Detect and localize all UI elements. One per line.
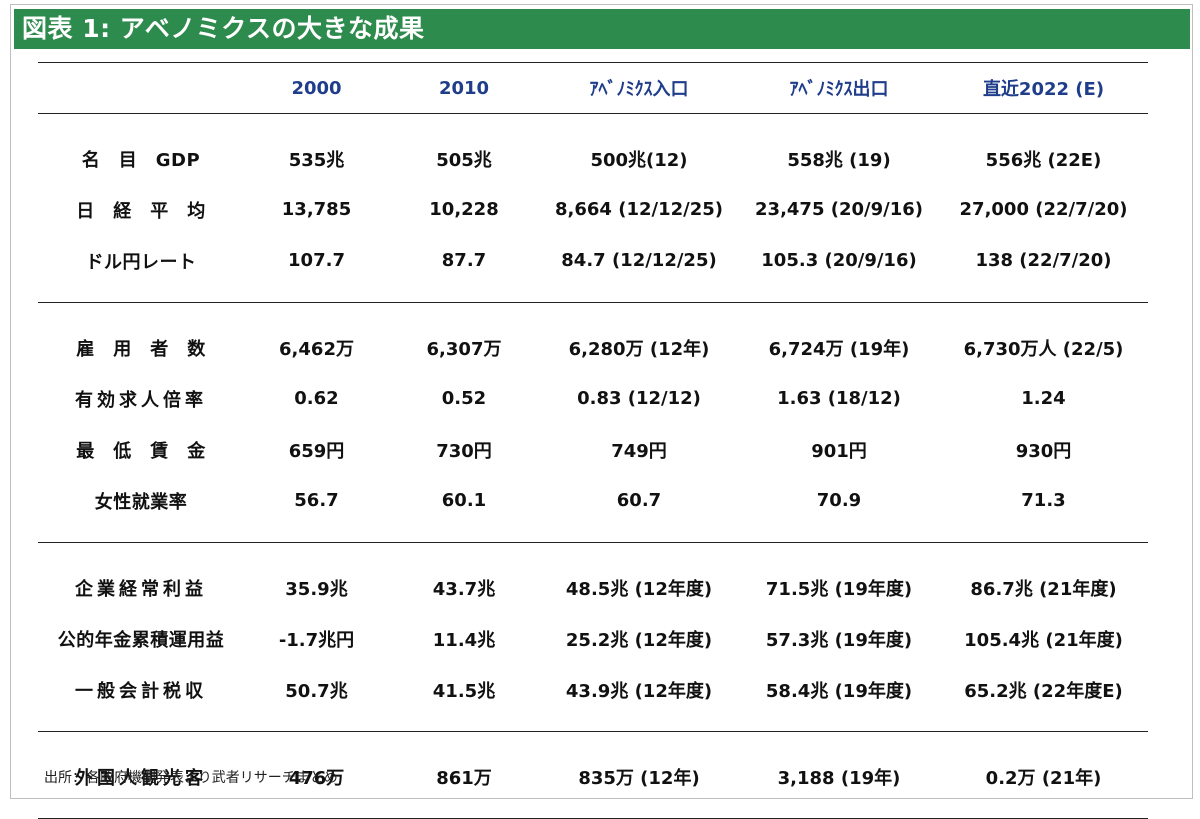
data-table: 2000 2010 ｱﾍﾞﾉﾐｸｽ入口 ｱﾍﾞﾉﾐｸｽ出口 直近2022 (E)… <box>38 62 1148 819</box>
table-cell: 13,785 <box>281 199 352 220</box>
header-cell-abenomics-exit: ｱﾍﾞﾉﾐｸｽ出口 <box>739 62 939 114</box>
table-row: 日 経 平 均 13,785 10,228 8,664 (12/12/25) 2… <box>38 184 1148 235</box>
table-cell: 930円 <box>1015 440 1072 462</box>
table-cell: 6,462万 <box>279 338 354 360</box>
table-cell: 41.5兆 <box>432 680 496 702</box>
table-row: 企業経常利益 35.9兆 43.7兆 48.5兆 (12年度) 71.5兆 (1… <box>38 562 1148 613</box>
table-row: 名 目 GDP 535兆 505兆 500兆(12) 558兆 (19) 556… <box>38 133 1148 184</box>
table-cell: 11.4兆 <box>432 629 496 651</box>
row-label: 日 経 平 均 <box>76 200 206 222</box>
row-label: ドル円レート <box>85 251 197 273</box>
table-cell: 23,475 (20/9/16) <box>755 199 923 220</box>
table-row: 外国人観光客 476万 861万 835万 (12年) 3,188 (19年) … <box>38 751 1148 802</box>
row-label: 最 低 賃 金 <box>76 440 206 462</box>
header-cell-abenomics-entry: ｱﾍﾞﾉﾐｸｽ入口 <box>539 62 739 114</box>
table-cell: 50.7兆 <box>285 680 348 702</box>
data-table-container: 2000 2010 ｱﾍﾞﾉﾐｸｽ入口 ｱﾍﾞﾉﾐｸｽ出口 直近2022 (E)… <box>38 62 1148 819</box>
table-row: 有効求人倍率 0.62 0.52 0.83 (12/12) 1.63 (18/1… <box>38 373 1148 424</box>
table-cell: 35.9兆 <box>285 578 348 600</box>
row-label: 雇 用 者 数 <box>76 338 206 360</box>
table-cell: 901円 <box>811 440 867 462</box>
row-label: 一般会計税収 <box>75 680 207 702</box>
table-cell: 105.3 (20/9/16) <box>761 250 917 271</box>
table-cell: 71.5兆 (19年度) <box>765 578 913 600</box>
table-cell: 57.3兆 (19年度) <box>765 629 913 651</box>
figure-frame <box>10 4 1193 799</box>
table-cell: 476万 <box>288 767 345 789</box>
header-cell-2000: 2000 <box>244 62 389 114</box>
table-cell: 60.1 <box>441 490 487 511</box>
table-cell: 8,664 (12/12/25) <box>555 199 723 220</box>
table-cell: 43.9兆 (12年度) <box>565 680 713 702</box>
table-cell: 58.4兆 (19年度) <box>765 680 913 702</box>
table-cell: 6,730万人 (22/5) <box>963 338 1124 360</box>
table-cell: 6,307万 <box>426 338 502 360</box>
table-cell: 835万 (12年) <box>578 767 700 789</box>
table-row: 最 低 賃 金 659円 730円 749円 901円 930円 <box>38 424 1148 475</box>
table-row: 女性就業率 56.7 60.1 60.7 70.9 71.3 <box>38 475 1148 526</box>
table-cell: 535兆 <box>288 149 345 171</box>
table-cell: 107.7 <box>288 250 345 271</box>
table-cell: 0.83 (12/12) <box>577 388 701 409</box>
table-cell: 56.7 <box>294 490 339 511</box>
table-cell: 105.4兆 (21年度) <box>964 629 1123 651</box>
header-cell-2010: 2010 <box>389 62 539 114</box>
table-cell: 1.24 <box>1021 388 1066 409</box>
table-cell: 730円 <box>436 440 492 462</box>
table-cell: 558兆 (19) <box>787 149 891 171</box>
table-cell: 749円 <box>611 440 667 462</box>
table-cell: 6,280万 (12年) <box>568 338 710 360</box>
row-label: 女性就業率 <box>94 491 188 513</box>
table-cell: 86.7兆 (21年度) <box>970 578 1117 600</box>
row-label: 公的年金累積運用益 <box>57 629 225 651</box>
table-cell: 505兆 <box>436 149 492 171</box>
table-cell: 1.63 (18/12) <box>777 388 901 409</box>
row-label: 有効求人倍率 <box>75 389 207 411</box>
table-cell: 500兆(12) <box>590 149 688 171</box>
table-cell: 659円 <box>288 440 345 462</box>
table-row: 一般会計税収 50.7兆 41.5兆 43.9兆 (12年度) 58.4兆 (1… <box>38 664 1148 715</box>
row-label: 企業経常利益 <box>75 578 207 600</box>
table-row: 雇 用 者 数 6,462万 6,307万 6,280万 (12年) 6,724… <box>38 322 1148 373</box>
table-cell: 43.7兆 <box>432 578 496 600</box>
table-cell: 0.52 <box>441 388 487 409</box>
table-cell: 60.7 <box>616 490 662 511</box>
table-cell: 0.2万 (21年) <box>985 767 1102 789</box>
header-row: 2000 2010 ｱﾍﾞﾉﾐｸｽ入口 ｱﾍﾞﾉﾐｸｽ出口 直近2022 (E) <box>38 62 1148 114</box>
table-cell: 84.7 (12/12/25) <box>561 250 717 271</box>
table-cell: 87.7 <box>441 250 487 271</box>
table-cell: 71.3 <box>1021 490 1066 511</box>
header-cell-label <box>38 62 244 114</box>
table-cell: 70.9 <box>816 490 862 511</box>
table-cell: 861万 <box>436 767 492 789</box>
table-cell: 138 (22/7/20) <box>975 250 1112 271</box>
row-label: 外国人観光客 <box>75 767 207 789</box>
table-row: ドル円レート 107.7 87.7 84.7 (12/12/25) 105.3 … <box>38 235 1148 286</box>
figure-title: 図表 1: アベノミクスの大きな成果 <box>14 9 1190 49</box>
table-cell: 25.2兆 (12年度) <box>565 629 713 651</box>
table-cell: 65.2兆 (22年度E) <box>964 680 1123 702</box>
row-label: 名 目 GDP <box>81 149 201 171</box>
source-note: 出所：各政府機関発表より武者リサーチまとめ <box>44 770 338 786</box>
table-row: 公的年金累積運用益 -1.7兆円 11.4兆 25.2兆 (12年度) 57.3… <box>38 613 1148 664</box>
table-cell: 10,228 <box>429 199 499 220</box>
table-cell: 556兆 (22E) <box>985 149 1102 171</box>
table-cell: -1.7兆円 <box>278 629 355 651</box>
table-cell: 48.5兆 (12年度) <box>565 578 713 600</box>
header-cell-latest-2022: 直近2022 (E) <box>939 62 1148 114</box>
table-cell: 3,188 (19年) <box>777 767 901 789</box>
table-cell: 0.62 <box>294 388 339 409</box>
table-cell: 27,000 (22/7/20) <box>959 199 1128 220</box>
table-cell: 6,724万 (19年) <box>768 338 910 360</box>
